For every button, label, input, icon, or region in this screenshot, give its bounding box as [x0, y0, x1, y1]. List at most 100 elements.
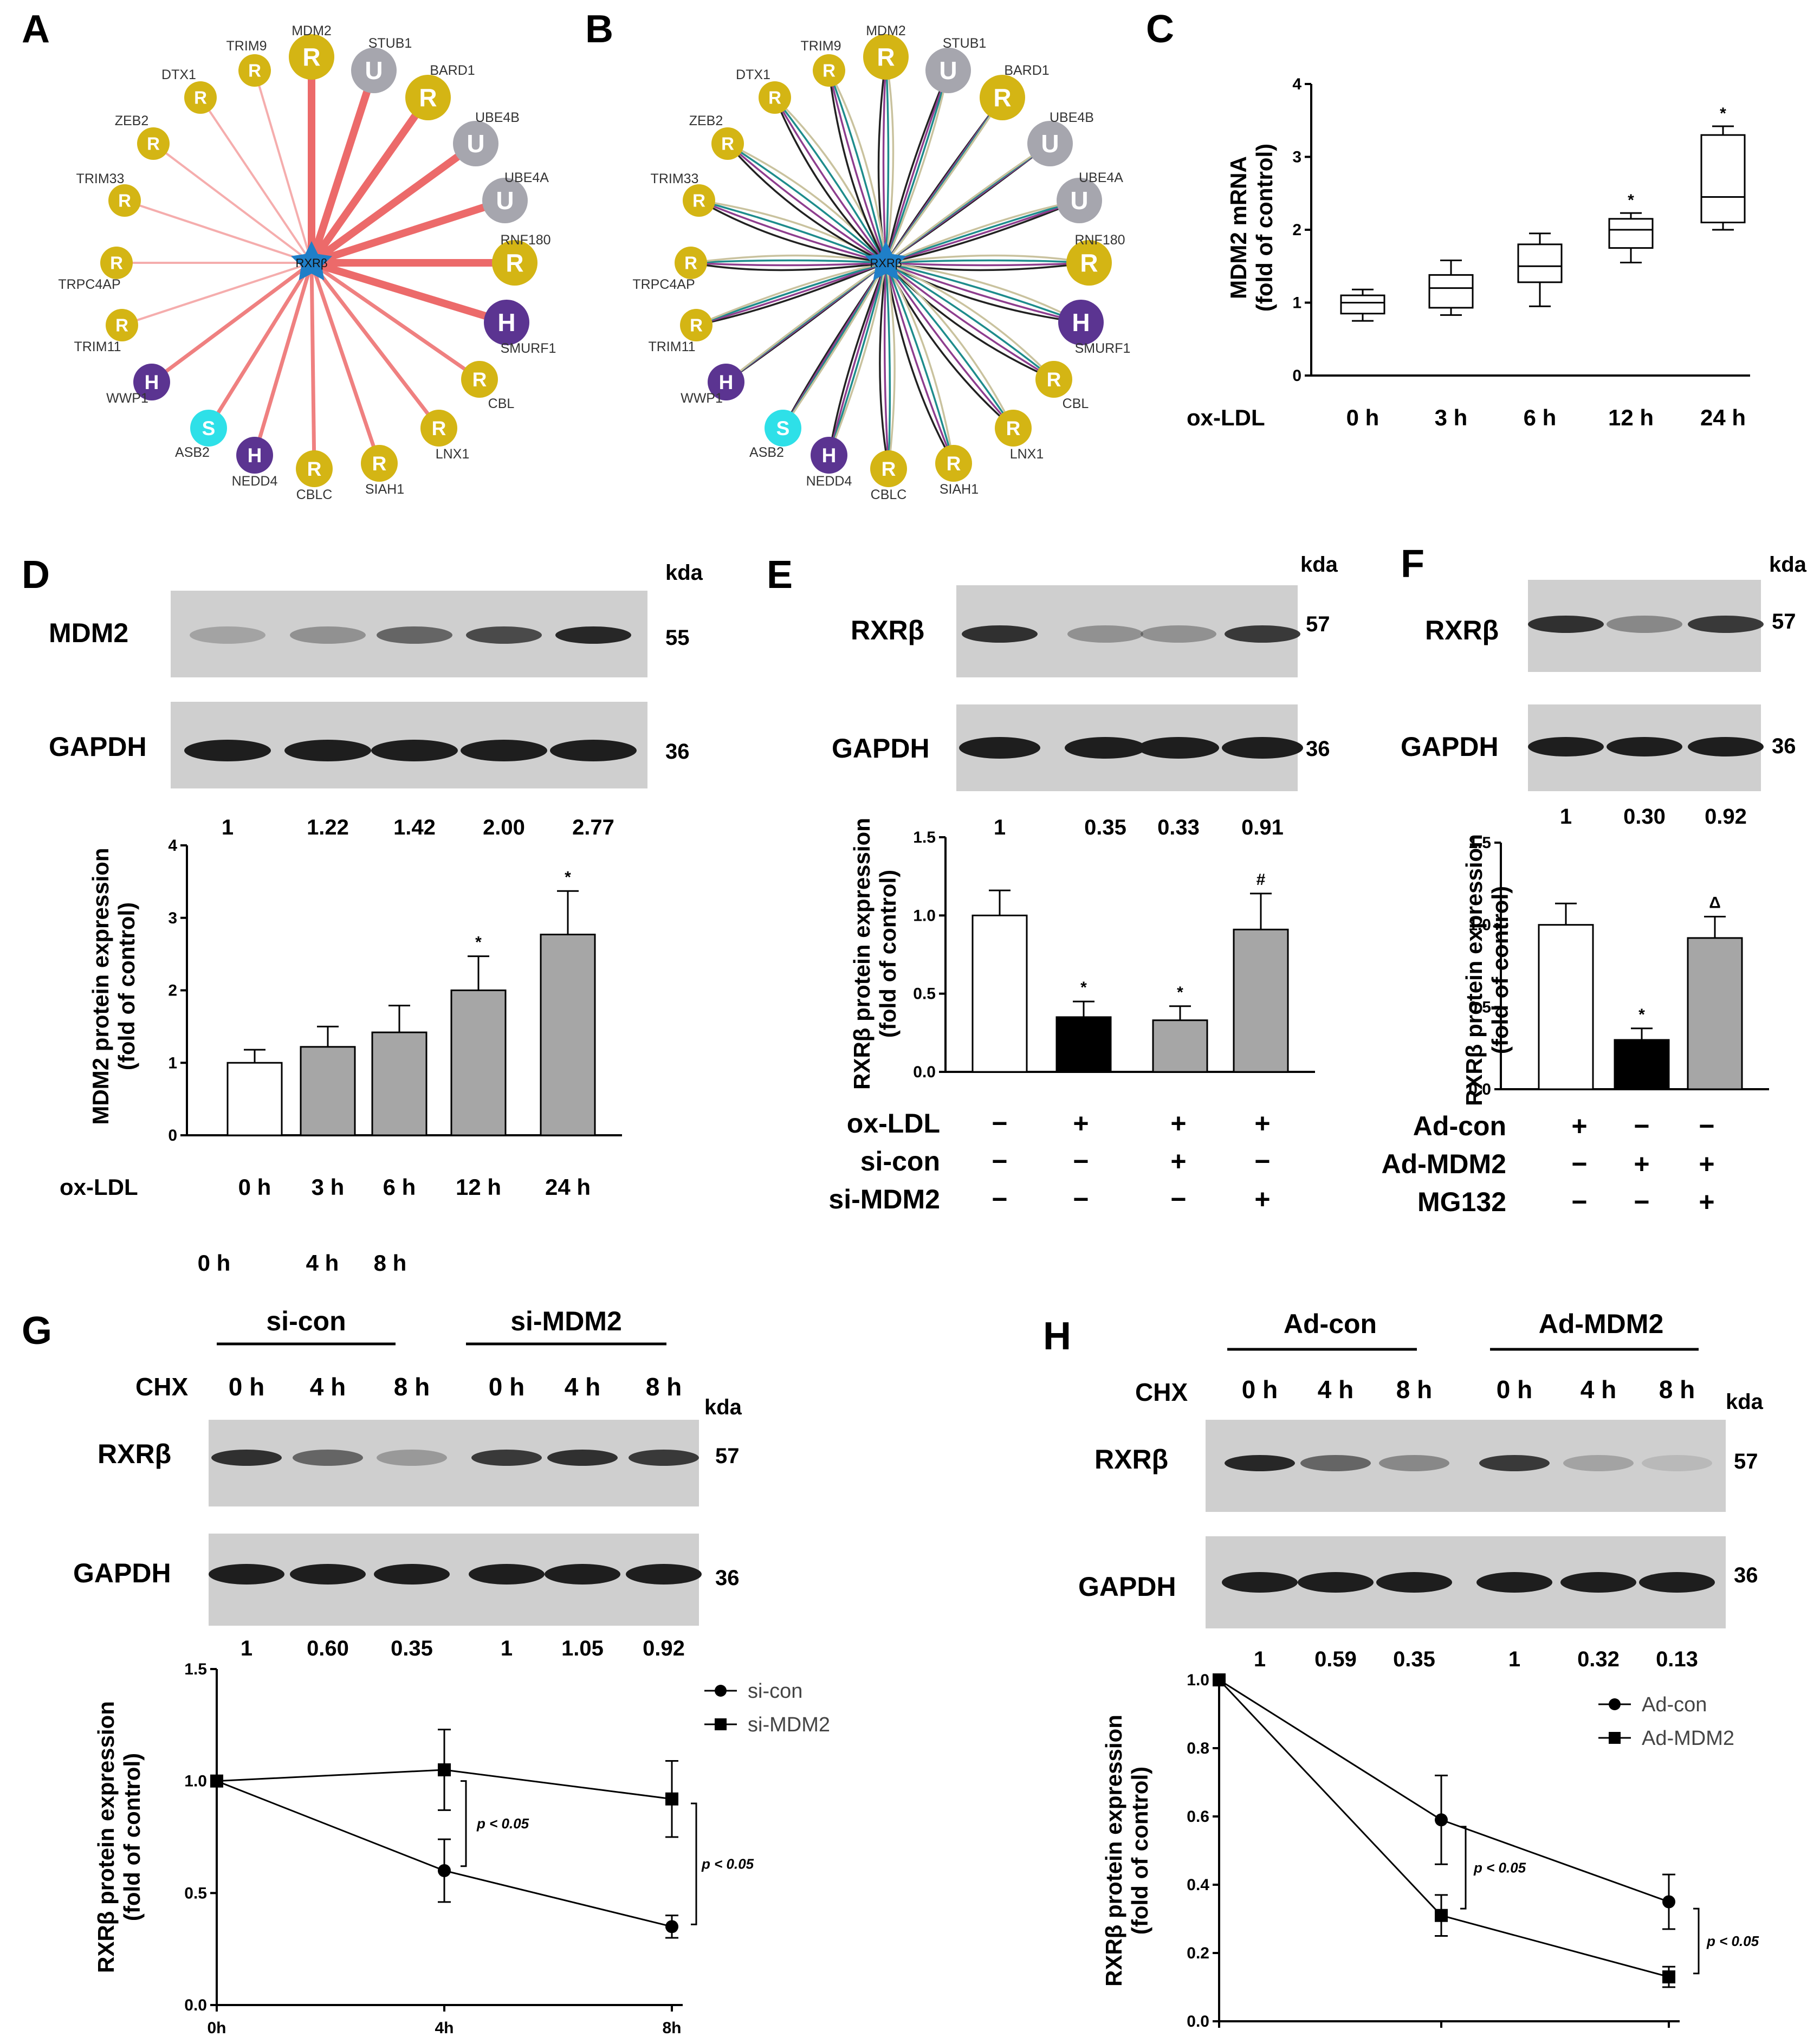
blot-f-quant: 0.92 — [1705, 805, 1747, 829]
node-trim9 — [813, 54, 845, 87]
node-type-smurf1: H — [497, 308, 515, 337]
edge-stub1-0 — [885, 70, 949, 263]
chart-h-sig-bracket — [1693, 1907, 1700, 1975]
blot-f-kda-0: 57 — [1772, 610, 1796, 633]
cond-f-name: MG132 — [1417, 1187, 1506, 1217]
node-cbl — [461, 361, 498, 398]
band-f-rxrb — [1607, 616, 1682, 633]
node-label-zeb2: ZEB2 — [689, 113, 723, 128]
edge-trim11-1 — [696, 262, 886, 326]
time-g: 4 h — [565, 1373, 600, 1401]
edge-ube4a-1 — [885, 199, 1080, 264]
time-h: 8 h — [1659, 1375, 1695, 1404]
center-label: RXRβ — [870, 256, 902, 270]
node-smurf1 — [1058, 300, 1104, 345]
chart-h-point — [1435, 1909, 1448, 1922]
node-trim11 — [106, 309, 138, 341]
chart-c-xtick-label: 0 h — [1346, 405, 1379, 430]
band-f-rxrb — [1528, 616, 1604, 633]
node-type-wwp1: H — [145, 371, 159, 393]
node-label-bard1: BARD1 — [430, 63, 475, 78]
blot-d-kda-header: kda — [665, 561, 703, 585]
cond-f-sign: − — [1571, 1187, 1587, 1217]
band-g-gapdh — [469, 1564, 545, 1585]
blot-e-kda-0: 57 — [1306, 612, 1330, 636]
cond-e-sign: + — [1254, 1184, 1270, 1214]
time-g: 8 h — [646, 1373, 682, 1401]
cond-f-sign: − — [1634, 1111, 1649, 1141]
chart-e-bars: 0.0 0.5 1.0 1.5 RXRβ protein expression (fold… — [849, 818, 1315, 1090]
node-label-asb2: ASB2 — [175, 445, 210, 460]
chart-g-point — [665, 1920, 678, 1933]
chart-f-ylabel-1: (fold of control) — [1487, 886, 1513, 1054]
cond-e-sign: + — [1170, 1108, 1186, 1139]
blot-g-quant: 0.35 — [391, 1637, 433, 1660]
chart-g-ytick-label: 0.5 — [184, 1884, 207, 1902]
node-type-mdm2: R — [302, 43, 320, 71]
chart-c-ytick-label: 4 — [1292, 75, 1301, 93]
edge-nedd4 — [252, 262, 314, 456]
edge-dtx1-1 — [774, 97, 887, 264]
node-lnx1 — [995, 410, 1032, 447]
chart-h-sig-bracket — [1460, 1826, 1467, 1910]
chart-h-legend-marker — [1609, 1698, 1621, 1710]
chart-e-bar — [1055, 1016, 1112, 1073]
node-label-zeb2: ZEB2 — [115, 113, 149, 128]
node-dtx1 — [759, 81, 791, 114]
cond-e-sign: + — [1170, 1146, 1186, 1176]
node-type-cblc: R — [882, 458, 896, 480]
edge-dtx1-0 — [774, 97, 887, 264]
chart-h-xtick-label: 8h — [1659, 2035, 1678, 2037]
chart-d-bar — [450, 990, 507, 1136]
time-h: 4 h — [1318, 1375, 1353, 1404]
node-label-wwp1: WWP1 — [106, 391, 148, 406]
chart-h-ytick-label: 0.4 — [1187, 1876, 1209, 1894]
node-wwp1 — [133, 364, 170, 400]
edge-siah1-1 — [885, 262, 955, 464]
node-type-lnx1: R — [1006, 417, 1021, 439]
cond-e-sign: − — [1073, 1184, 1089, 1214]
band-h-gapdh — [1560, 1572, 1636, 1593]
group-g-1: si-MDM2 — [510, 1306, 622, 1336]
chart-f-bar — [1538, 924, 1594, 1090]
chart-e-bar — [1233, 928, 1289, 1073]
blot-f-quant: 1 — [1560, 805, 1572, 829]
band-g-rxrb — [547, 1450, 618, 1466]
cond-e-sign: + — [1254, 1108, 1270, 1139]
chx-h: CHX — [1135, 1378, 1188, 1406]
node-label-smurf1: SMURF1 — [501, 341, 556, 356]
node-label-trim9: TRIM9 — [226, 38, 267, 54]
band-e-gapdh — [959, 737, 1040, 759]
node-type-dtx1: R — [768, 87, 781, 107]
edge-cbl-3 — [885, 262, 1055, 380]
node-type-trim11: R — [690, 315, 703, 335]
node-cbl — [1035, 361, 1072, 398]
chart-h-ytick-label: 0.2 — [1187, 1944, 1209, 1962]
network-a: RMDM2USTUB1RBARD1UUBE4BUUBE4ARRNF180HSMU… — [58, 23, 556, 502]
blot-h-quant: 0.32 — [1577, 1647, 1620, 1671]
chart-f-ylabel-0: RXRβ protein expression — [1461, 834, 1487, 1106]
blot-g: si-con si-MDM2 CHX 0 h 4 h 8 h 0 h 4 h 8 h kd… — [73, 1306, 742, 1660]
chart-e-ytick-label: 0.0 — [913, 1063, 936, 1081]
node-type-lnx1: R — [432, 417, 446, 439]
chart-f-ytick-label: 1.0 — [1468, 916, 1491, 934]
blot-h-kda-1: 36 — [1734, 1563, 1758, 1587]
chart-g-sig-bracket — [461, 1780, 467, 1867]
node-label-trim11: TRIM11 — [74, 339, 121, 354]
edge-mdm2-2 — [885, 56, 890, 263]
chart-f-star: Δ — [1709, 894, 1721, 912]
node-type-stub1: U — [365, 56, 383, 85]
chart-h-legend-marker — [1609, 1732, 1621, 1744]
chart-g-sig-label: p < 0.05 — [701, 1856, 754, 1872]
band-d-mdm2 — [290, 626, 366, 644]
band-h-gapdh — [1639, 1572, 1715, 1593]
chart-e-ytick-label: 1.5 — [913, 829, 936, 846]
band-e-rxrb — [962, 625, 1038, 643]
blot-g-quant: 0.92 — [643, 1637, 685, 1660]
edge-trim33 — [124, 199, 312, 264]
blot-d-quant: 1.22 — [307, 816, 349, 839]
cond-f-sign: + — [1571, 1111, 1587, 1141]
edge-rnf180-2 — [885, 259, 1090, 264]
panel-label-f: F — [1401, 542, 1424, 586]
node-siah1 — [361, 445, 398, 482]
